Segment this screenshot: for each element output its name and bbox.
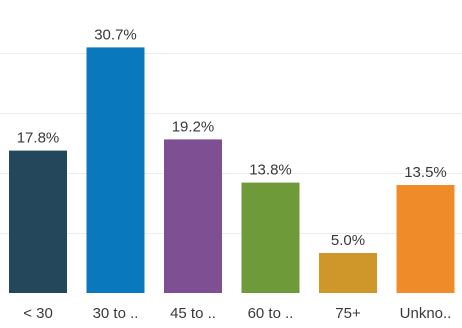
data-label-1: 30.7%: [94, 26, 137, 43]
data-label-0: 17.8%: [17, 130, 60, 147]
data-label-4: 5.0%: [331, 232, 365, 249]
category-label-5: Unkno..: [400, 305, 452, 322]
tick-layer: < 30 30 to .. 45 to .. 60 to .. 75+ Unkno..: [23, 305, 451, 322]
data-label-5: 13.5%: [404, 164, 447, 181]
grid-layer: [0, 54, 462, 234]
bar-2[interactable]: [164, 139, 222, 293]
category-label-4: 75+: [335, 305, 361, 322]
bar-4[interactable]: [319, 253, 377, 293]
label-layer: 17.8% 30.7% 19.2% 13.8% 5.0% 13.5%: [17, 26, 447, 249]
category-label-2: 45 to ..: [170, 305, 216, 322]
category-label-0: < 30: [23, 305, 53, 322]
category-label-1: 30 to ..: [93, 305, 139, 322]
bar-5[interactable]: [397, 185, 455, 293]
bar-0[interactable]: [9, 151, 67, 293]
data-label-2: 19.2%: [172, 118, 215, 135]
bar-layer: [9, 47, 455, 293]
data-label-3: 13.8%: [249, 162, 292, 179]
category-label-3: 60 to ..: [248, 305, 294, 322]
bar-3[interactable]: [242, 183, 300, 293]
bar-1[interactable]: [87, 47, 145, 293]
